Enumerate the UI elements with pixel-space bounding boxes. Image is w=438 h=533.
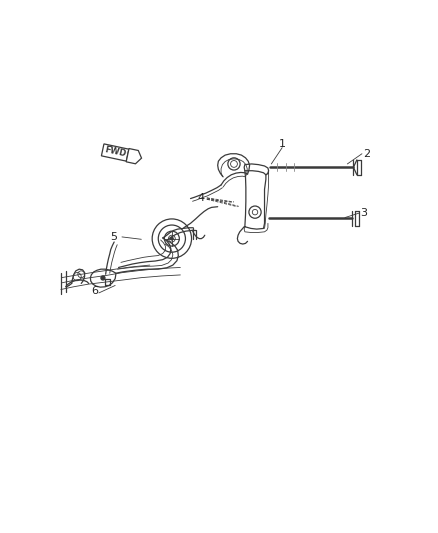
Text: 2: 2 <box>364 149 371 159</box>
Text: 5: 5 <box>111 232 118 242</box>
Text: 3: 3 <box>360 208 367 218</box>
Text: 4: 4 <box>197 193 204 203</box>
Polygon shape <box>126 149 141 164</box>
Text: FWD: FWD <box>104 146 127 159</box>
Text: 1: 1 <box>279 139 286 149</box>
Circle shape <box>170 237 173 240</box>
Text: 6: 6 <box>91 286 98 296</box>
Polygon shape <box>102 144 129 161</box>
Circle shape <box>101 276 105 280</box>
